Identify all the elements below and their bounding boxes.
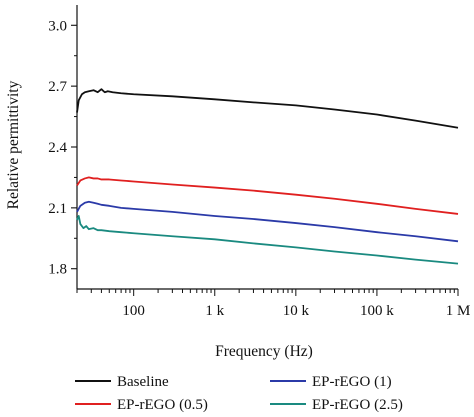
series-layer <box>76 88 459 265</box>
x-tick-label: 10 k <box>283 303 310 319</box>
x-tick-label: 100 <box>122 303 145 319</box>
series-line-2 <box>76 176 459 215</box>
series-line-1 <box>76 88 459 129</box>
y-tick-label: 1.8 <box>48 262 67 278</box>
legend: Baseline EP-rEGO (0.5) EP-rEGO (1) EP-rEGO … <box>75 374 403 413</box>
y-tick-label: 2.4 <box>48 140 67 156</box>
legend-label: EP-rEGO (2.5) <box>312 397 403 413</box>
series-line-3 <box>76 200 459 243</box>
legend-label: EP-rEGO (1) <box>312 374 392 390</box>
x-tick-label: 100 k <box>360 303 394 319</box>
legend-label: EP-rEGO (0.5) <box>117 397 208 413</box>
x-tick-label: 1 M <box>446 303 471 319</box>
y-axis-label: Relative permittivity <box>5 80 22 209</box>
x-axis-label: Frequency (Hz) <box>215 343 313 360</box>
y-tick-label: 2.1 <box>48 201 67 217</box>
x-tick-label: 1 k <box>205 303 224 319</box>
tick-layer: 1.8 2.1 2.4 2.7 3.0 100 1 k 10 k 100 k 1 M <box>48 18 470 319</box>
legend-label: Baseline <box>117 374 169 390</box>
axes <box>76 5 458 290</box>
y-tick-label: 3.0 <box>48 18 67 34</box>
y-tick-label: 2.7 <box>48 79 67 95</box>
series-line-4 <box>76 215 459 265</box>
